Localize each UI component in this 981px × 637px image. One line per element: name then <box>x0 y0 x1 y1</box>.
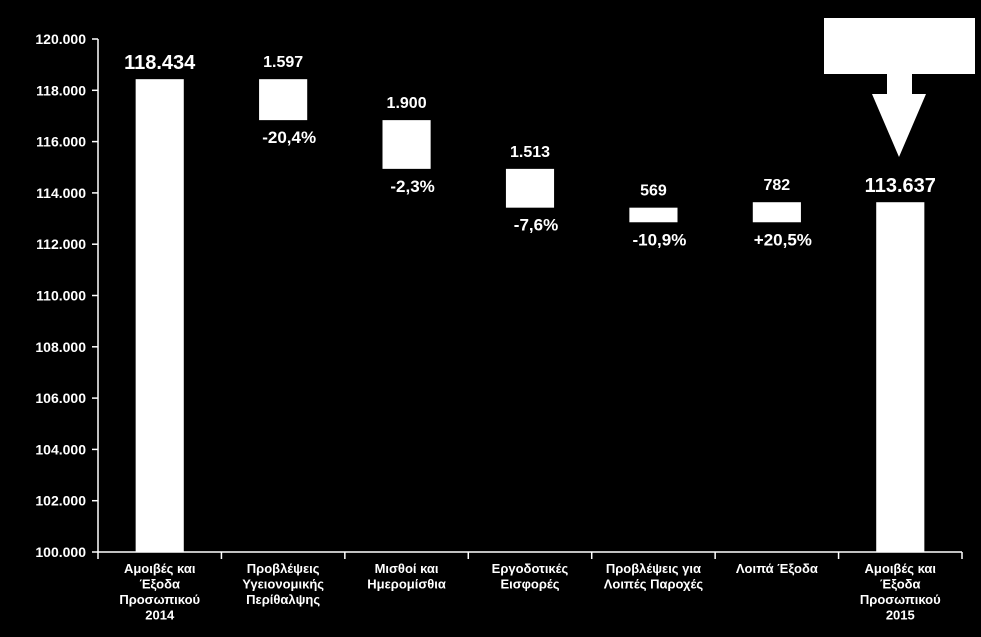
y-tick-label: 102.000 <box>35 493 86 509</box>
y-tick-label: 116.000 <box>36 134 86 150</box>
value-label: 118.434 <box>124 52 196 74</box>
value-label: 113.637 <box>865 175 936 197</box>
bar-7 <box>876 202 925 553</box>
y-tick-label: 100.000 <box>35 544 86 560</box>
bars <box>135 79 925 553</box>
down-arrow-icon <box>872 74 926 157</box>
y-tick-label: 114.000 <box>36 185 86 201</box>
y-tick-label: 110.000 <box>36 288 86 304</box>
value-label: 1.597 <box>263 54 303 71</box>
bar-6 <box>752 202 801 223</box>
change-label: -10,9% <box>632 230 686 249</box>
change-label: -7,6% <box>514 216 558 235</box>
bar-5 <box>629 207 678 223</box>
value-label: 782 <box>764 177 791 194</box>
change-label: +20,5% <box>754 230 812 249</box>
bar-1 <box>135 79 184 552</box>
data-labels: 118.434 1.597 -20,4% 1.900 -2,3% 1.513 -7,6% 56… <box>124 52 936 249</box>
value-label: 1.513 <box>510 144 550 161</box>
x-category-label: Προβλέψεις Υγειονομικής Περίθαλψης <box>242 561 324 607</box>
callout-box <box>824 18 975 74</box>
y-tick-label: 106.000 <box>35 390 86 406</box>
y-tick-label: 108.000 <box>35 339 86 355</box>
change-label: -2,3% <box>390 177 434 196</box>
x-category-label: Προβλέψεις για Λοιπές Παροχές <box>604 561 704 592</box>
bar-3 <box>382 120 431 169</box>
x-category-label: Εργοδοτικές Εισφορές <box>492 561 569 592</box>
y-tick-label: 120.000 <box>35 31 86 47</box>
y-axis: 100.000 102.000 104.000 106.000 108.000 110.0… <box>35 31 99 560</box>
bar-2 <box>259 79 308 121</box>
y-tick-label: 104.000 <box>35 441 86 457</box>
bar-4 <box>505 168 555 208</box>
x-axis: Αμοιβές και Έξοδα Προσωπικού 2014 Προβλέψεις… <box>97 551 963 623</box>
x-category-label: Λοιπά Έξοδα <box>736 561 818 576</box>
x-category-label: Μισθοί και Ημερομίσθια <box>367 561 446 592</box>
value-label: 569 <box>640 183 667 200</box>
y-tick-label: 112.000 <box>36 236 86 252</box>
x-category-label: Αμοιβές και Έξοδα Προσωπικού 2015 <box>860 561 941 623</box>
callout-arrow <box>824 18 975 157</box>
y-tick-label: 118.000 <box>36 82 86 98</box>
value-label: 1.900 <box>387 95 427 112</box>
change-label: -20,4% <box>262 128 316 147</box>
x-category-label: Αμοιβές και Έξοδα Προσωπικού 2014 <box>119 561 200 623</box>
